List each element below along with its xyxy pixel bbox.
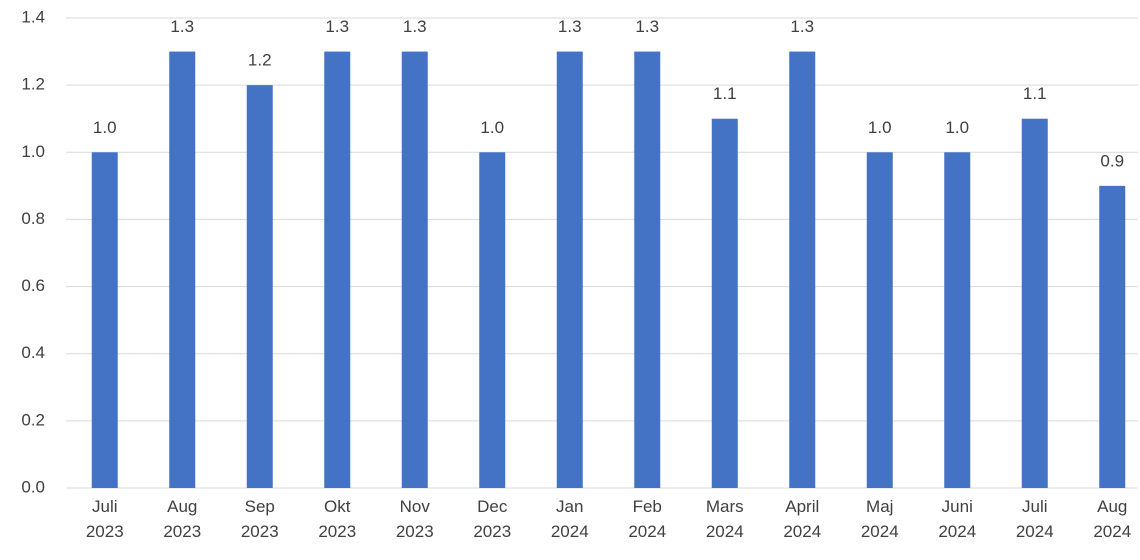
bar [944,152,971,489]
value-label: 1.0 [480,118,504,137]
bar [866,152,893,489]
value-label: 1.0 [945,118,969,137]
bar [789,51,816,488]
y-tick-label: 0.6 [21,276,45,295]
y-tick-label: 0.2 [21,410,45,429]
y-tick-label: 0.0 [21,477,45,496]
x-tick-label: Mars 2024 [705,497,744,541]
bar [324,51,351,488]
y-tick-label: 1.0 [21,142,45,161]
bar [711,118,738,488]
value-label: 1.0 [93,118,117,137]
x-tick-label: Dec 2023 [473,497,512,541]
value-label: 1.3 [558,17,582,36]
bar [91,152,118,489]
bar [556,51,583,488]
bar [401,51,428,488]
y-tick-label: 1.4 [21,7,45,26]
value-label: 1.2 [248,51,272,70]
value-label: 1.0 [868,118,892,137]
x-tick-label: Sep 2023 [240,497,279,541]
x-tick-label: Juli 2023 [85,497,124,541]
x-tick-label: April 2024 [783,497,822,541]
bar [169,51,196,488]
x-tick-label: Aug 2024 [1093,497,1132,541]
bar [1021,118,1048,488]
x-tick-label: Okt 2023 [318,497,357,541]
bar [246,85,273,489]
x-tick-label: Maj 2024 [860,497,899,541]
value-label: 1.1 [1023,84,1047,103]
y-tick-label: 1.2 [21,75,45,94]
x-tick-label: Aug 2023 [163,497,202,541]
value-label: 1.3 [635,17,659,36]
x-tick-label: Feb 2024 [628,497,667,541]
value-label: 1.3 [325,17,349,36]
bar [634,51,661,488]
bar [1099,185,1126,488]
y-tick-label: 0.8 [21,209,45,228]
value-label: 1.3 [790,17,814,36]
value-label: 0.9 [1100,151,1124,170]
x-tick-label: Jan 2024 [550,497,589,541]
y-tick-label: 0.4 [21,343,45,362]
value-label: 1.3 [170,17,194,36]
x-tick-label: Nov 2023 [395,497,434,541]
value-label: 1.1 [713,84,737,103]
value-label: 1.3 [403,17,427,36]
x-tick-label: Juli 2024 [1015,497,1054,541]
bar [479,152,506,489]
x-tick-label: Juni 2024 [938,497,977,541]
